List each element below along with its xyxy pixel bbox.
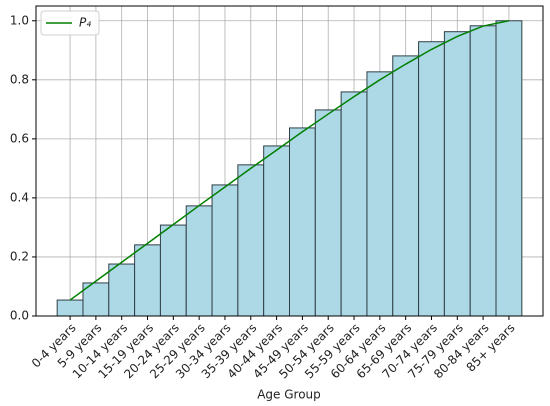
y-tick-label: 0.2 <box>10 249 29 263</box>
bar <box>185 205 213 317</box>
bar <box>134 244 161 317</box>
y-tick-label: 0.8 <box>10 72 29 86</box>
bar <box>263 145 290 317</box>
bar <box>340 91 368 317</box>
bar <box>108 263 136 317</box>
line <box>69 20 510 301</box>
bar <box>237 164 265 317</box>
y-tick-label: 0.4 <box>10 190 29 204</box>
y-tick-label: 0.0 <box>10 309 29 323</box>
bar <box>211 184 239 317</box>
y-tick-label: 0.6 <box>10 131 29 145</box>
bar <box>366 71 394 317</box>
plot-frame <box>35 5 544 317</box>
bar <box>469 25 497 317</box>
bar <box>418 41 445 317</box>
bar <box>159 224 187 317</box>
bar <box>289 127 316 317</box>
y-tick-label: 1.0 <box>10 13 29 27</box>
legend-label: P₄ <box>79 16 91 30</box>
bar <box>495 20 523 317</box>
bar <box>56 299 84 317</box>
bar <box>314 109 342 317</box>
bar <box>443 31 471 317</box>
bar <box>82 282 110 317</box>
x-axis-label: Age Group <box>257 388 321 402</box>
bar <box>392 55 420 317</box>
